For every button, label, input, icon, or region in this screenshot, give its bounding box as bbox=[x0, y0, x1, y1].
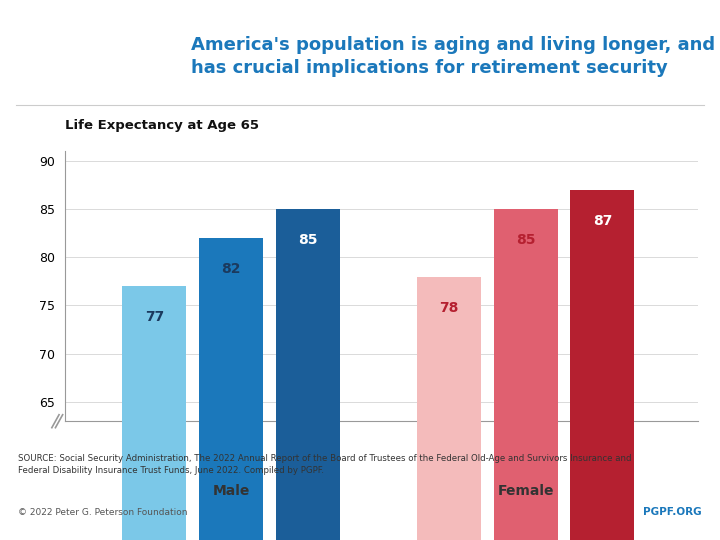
Text: Male: Male bbox=[212, 484, 250, 498]
FancyBboxPatch shape bbox=[27, 77, 53, 86]
Text: 85: 85 bbox=[516, 233, 536, 247]
Text: PETER G.: PETER G. bbox=[89, 33, 135, 43]
Text: Female: Female bbox=[498, 484, 554, 498]
Text: America's population is aging and living longer, and that: America's population is aging and living… bbox=[191, 36, 720, 54]
Text: FOUNDATION: FOUNDATION bbox=[89, 69, 142, 78]
Text: © 2022 Peter G. Peterson Foundation: © 2022 Peter G. Peterson Foundation bbox=[18, 508, 187, 517]
Bar bbox=[276, 209, 340, 540]
Bar bbox=[570, 190, 634, 540]
Bar bbox=[417, 276, 481, 540]
Bar bbox=[122, 286, 186, 540]
Text: PETERSON: PETERSON bbox=[89, 50, 159, 63]
Text: 77: 77 bbox=[145, 310, 164, 325]
Text: 82: 82 bbox=[222, 262, 241, 276]
Bar bbox=[494, 209, 557, 540]
Bar bbox=[199, 238, 264, 540]
Text: 78: 78 bbox=[439, 301, 459, 315]
Text: 87: 87 bbox=[593, 214, 612, 228]
Text: has crucial implications for retirement security: has crucial implications for retirement … bbox=[191, 59, 667, 77]
Text: 85: 85 bbox=[298, 233, 318, 247]
Text: PGPF.ORG: PGPF.ORG bbox=[644, 507, 702, 517]
Text: Life Expectancy at Age 65: Life Expectancy at Age 65 bbox=[65, 119, 258, 132]
Text: SOURCE: Social Security Administration, The 2022 Annual Report of the Board of T: SOURCE: Social Security Administration, … bbox=[18, 454, 631, 475]
